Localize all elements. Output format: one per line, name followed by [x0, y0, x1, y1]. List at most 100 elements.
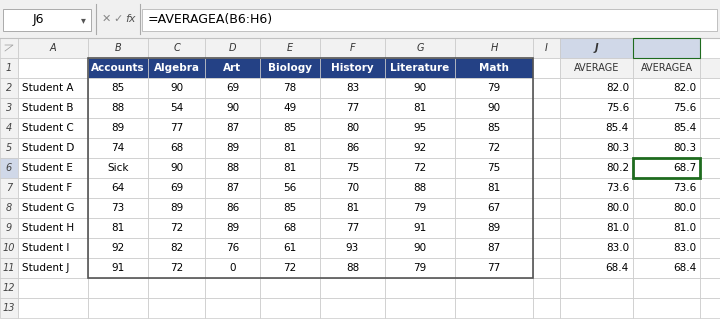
Bar — [148, 198, 205, 218]
Bar — [633, 298, 700, 318]
Bar — [385, 158, 455, 178]
Bar — [700, 278, 720, 298]
Bar — [633, 238, 700, 258]
Bar — [205, 298, 260, 318]
Text: 81: 81 — [284, 143, 297, 153]
Text: 85: 85 — [487, 123, 500, 133]
Bar — [533, 158, 560, 178]
Bar — [18, 278, 88, 298]
Text: 10: 10 — [3, 243, 15, 253]
Bar — [260, 238, 320, 258]
Bar — [455, 158, 533, 178]
Bar — [0, 118, 18, 138]
Bar — [205, 138, 260, 158]
Text: Student A: Student A — [22, 83, 73, 93]
Text: History: History — [331, 63, 374, 73]
Bar — [0, 178, 18, 198]
Bar — [18, 38, 88, 58]
Text: 90: 90 — [413, 243, 426, 253]
Text: 64: 64 — [112, 183, 125, 193]
Text: Student H: Student H — [22, 223, 74, 233]
Bar — [0, 138, 18, 158]
Bar — [18, 58, 88, 78]
Bar — [205, 198, 260, 218]
Text: 83.0: 83.0 — [673, 243, 696, 253]
Bar — [700, 58, 720, 78]
Text: 2: 2 — [6, 83, 12, 93]
Bar — [633, 58, 700, 78]
Text: 89: 89 — [226, 143, 239, 153]
Text: Biology: Biology — [268, 63, 312, 73]
Bar — [533, 98, 560, 118]
Text: 77: 77 — [487, 263, 500, 273]
Text: 54: 54 — [170, 103, 183, 113]
Bar — [533, 58, 560, 78]
Bar — [385, 58, 455, 78]
Bar — [533, 78, 560, 98]
Text: =AVERAGEA(B6:H6): =AVERAGEA(B6:H6) — [148, 13, 273, 27]
Text: 12: 12 — [3, 283, 15, 293]
Bar — [0, 58, 18, 78]
Text: 88: 88 — [112, 103, 125, 113]
Bar — [320, 158, 385, 178]
Bar — [0, 198, 18, 218]
Bar — [0, 38, 18, 58]
Bar — [148, 138, 205, 158]
Bar — [18, 258, 88, 278]
Bar — [260, 298, 320, 318]
Bar — [88, 258, 148, 278]
Text: 81.0: 81.0 — [606, 223, 629, 233]
Bar — [700, 198, 720, 218]
Text: 4: 4 — [6, 123, 12, 133]
Text: 11: 11 — [3, 263, 15, 273]
Bar — [320, 138, 385, 158]
Text: 9: 9 — [6, 223, 12, 233]
Bar — [385, 258, 455, 278]
Bar — [148, 118, 205, 138]
Bar — [700, 158, 720, 178]
Bar — [455, 58, 533, 78]
Bar — [18, 218, 88, 238]
Bar — [260, 178, 320, 198]
Text: Student I: Student I — [22, 243, 69, 253]
Text: 75: 75 — [346, 163, 359, 173]
Text: 72: 72 — [413, 163, 427, 173]
Bar — [633, 258, 700, 278]
Bar — [700, 218, 720, 238]
Text: 82.0: 82.0 — [606, 83, 629, 93]
Bar — [205, 238, 260, 258]
Bar — [18, 198, 88, 218]
Bar — [533, 298, 560, 318]
Bar — [533, 178, 560, 198]
Text: 90: 90 — [170, 163, 183, 173]
Text: 89: 89 — [170, 203, 183, 213]
Text: Student D: Student D — [22, 143, 74, 153]
Text: A: A — [50, 43, 56, 53]
Bar — [18, 238, 88, 258]
Bar — [88, 158, 148, 178]
Text: 74: 74 — [112, 143, 125, 153]
Bar — [320, 58, 385, 78]
Bar — [18, 98, 88, 118]
Bar — [455, 78, 533, 98]
Bar — [205, 118, 260, 138]
Text: 89: 89 — [112, 123, 125, 133]
Bar — [560, 238, 633, 258]
Bar — [533, 218, 560, 238]
Bar — [148, 298, 205, 318]
Bar — [205, 78, 260, 98]
Bar — [88, 118, 148, 138]
Bar — [633, 118, 700, 138]
Bar — [633, 158, 700, 178]
Text: 72: 72 — [284, 263, 297, 273]
Text: 85: 85 — [284, 123, 297, 133]
Text: 85: 85 — [112, 83, 125, 93]
Text: D: D — [229, 43, 236, 53]
Text: Student B: Student B — [22, 103, 73, 113]
Bar — [260, 258, 320, 278]
Bar — [560, 98, 633, 118]
Text: Algebra: Algebra — [153, 63, 199, 73]
Bar — [320, 258, 385, 278]
Bar — [633, 38, 700, 58]
Bar — [205, 98, 260, 118]
